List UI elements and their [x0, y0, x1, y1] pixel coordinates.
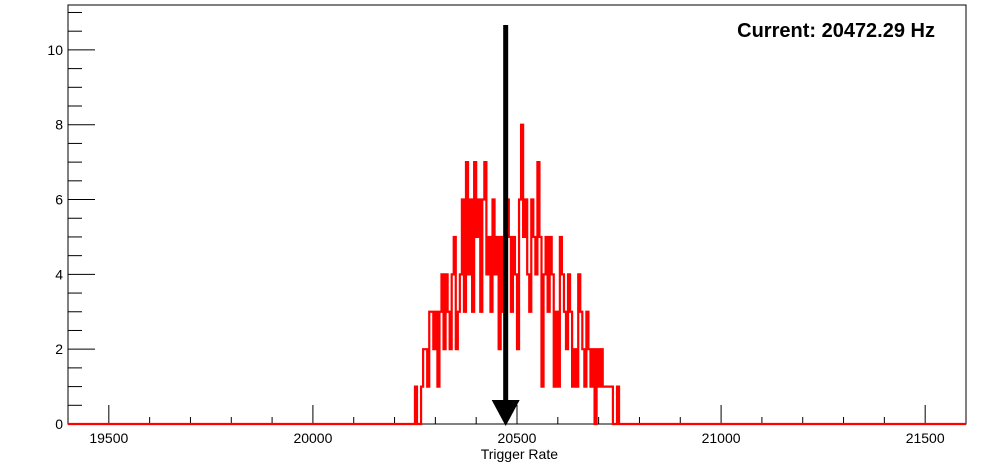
y-axis-ticks: 0 2 4 6 8 10 [47, 11, 95, 432]
histogram-line [68, 123, 966, 426]
x-axis-ticks: 19500 20000 20500 21000 21500 [67, 405, 967, 446]
y-tick-label: 2 [55, 341, 63, 357]
y-tick-label: 0 [55, 416, 63, 432]
x-tick-label: 21500 [906, 430, 945, 446]
x-axis-title: Trigger Rate [481, 446, 559, 462]
current-rate-annotation: Current: 20472.29 Hz [737, 20, 935, 42]
x-tick-label: 20500 [498, 430, 537, 446]
y-tick-label: 4 [55, 266, 63, 282]
histogram-series [68, 123, 966, 426]
y-tick-label: 6 [55, 192, 63, 208]
x-tick-label: 21000 [702, 430, 741, 446]
arrow-head [491, 400, 520, 426]
y-tick-label: 8 [55, 117, 63, 133]
x-tick-label: 19500 [89, 430, 128, 446]
y-tick-label: 10 [47, 42, 63, 58]
x-tick-label: 20000 [293, 430, 332, 446]
plot-frame [67, 4, 967, 425]
current-rate-arrow [491, 25, 520, 426]
